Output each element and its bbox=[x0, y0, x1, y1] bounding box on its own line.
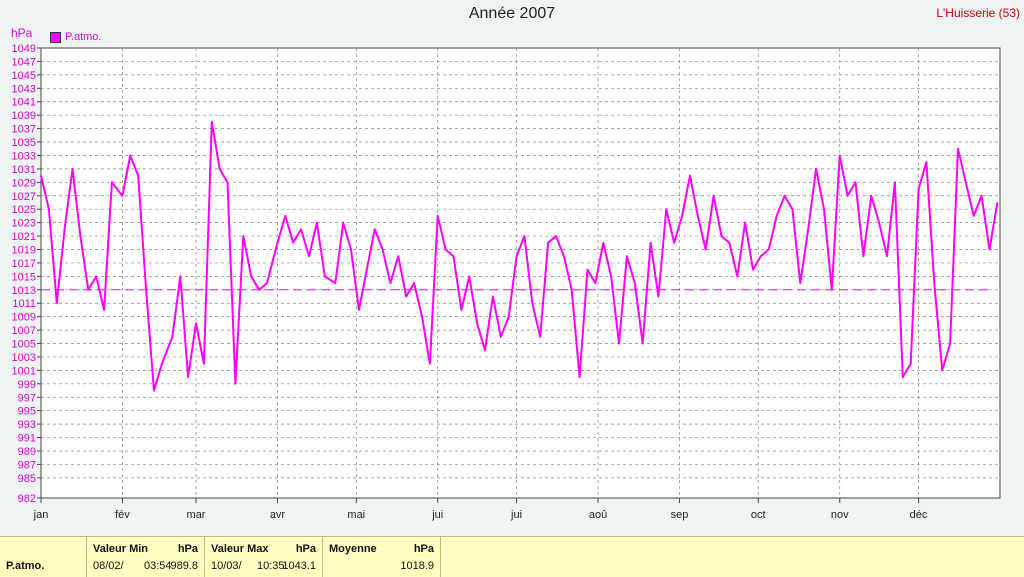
y-tick-label: 1011 bbox=[12, 298, 36, 310]
plot-area bbox=[40, 47, 1001, 499]
avg-value: 1018.9 bbox=[400, 560, 434, 572]
y-tick-label: 1013 bbox=[12, 285, 36, 297]
y-tick-label: 1003 bbox=[12, 352, 36, 364]
max-unit: hPa bbox=[295, 543, 316, 555]
x-tick-label: jui bbox=[510, 509, 522, 521]
y-tick-label: 1041 bbox=[12, 97, 36, 109]
y-tick-label: 993 bbox=[18, 419, 36, 431]
min-date: 08/02/ bbox=[93, 560, 124, 572]
x-tick-label: jan bbox=[33, 509, 49, 521]
x-tick-label: nov bbox=[831, 509, 849, 521]
y-tick-label: 982 bbox=[18, 493, 36, 505]
y-axis-unit: hPa bbox=[11, 26, 33, 40]
x-tick-label: mai bbox=[347, 509, 365, 521]
y-tick-label: 985 bbox=[18, 473, 36, 485]
max-time: 10:35 bbox=[257, 560, 285, 572]
y-tick-label: 1021 bbox=[12, 231, 36, 243]
avg-unit: hPa bbox=[413, 543, 434, 555]
y-tick-label: 1031 bbox=[12, 164, 36, 176]
y-tick-label: 1007 bbox=[12, 325, 36, 337]
max-title: Valeur Max bbox=[211, 543, 269, 555]
min-unit: hPa bbox=[177, 543, 198, 555]
y-tick-label: 1001 bbox=[12, 365, 36, 377]
chart-title: Année 2007 bbox=[468, 5, 556, 22]
x-tick-label: aoû bbox=[589, 509, 607, 521]
x-tick-label: avr bbox=[270, 509, 286, 521]
stats-series-label: P.atmo. bbox=[6, 560, 45, 572]
y-tick-label: 1049 bbox=[12, 43, 36, 55]
y-tick-label: 991 bbox=[18, 433, 36, 445]
x-tick-label: fév bbox=[115, 509, 130, 521]
y-tick-label: 1035 bbox=[12, 137, 36, 149]
y-tick-label: 1039 bbox=[12, 110, 36, 122]
y-tick-label: 995 bbox=[18, 406, 36, 418]
y-tick-label: 1033 bbox=[12, 150, 36, 162]
y-tick-label: 1005 bbox=[12, 339, 36, 351]
y-tick-label: 1047 bbox=[12, 56, 36, 68]
x-tick-label: oct bbox=[751, 509, 766, 521]
y-tick-label: 997 bbox=[18, 392, 36, 404]
y-tick-label: 1045 bbox=[12, 70, 36, 82]
stats-series-cell: P.atmo. bbox=[0, 537, 87, 577]
stats-bar: P.atmo. Valeur Min hPa 08/02/ 03:54 989.… bbox=[0, 536, 1024, 577]
station-label: L'Huisserie (53) bbox=[936, 6, 1020, 20]
legend: P.atmo. bbox=[50, 31, 102, 43]
y-tick-label: 999 bbox=[18, 379, 36, 391]
x-tick-label: déc bbox=[910, 509, 928, 521]
stats-max-cell: Valeur Max hPa 10/03/ 10:35 1043.1 bbox=[205, 537, 323, 577]
min-time: 03:54 bbox=[144, 560, 172, 572]
legend-label: P.atmo. bbox=[65, 31, 102, 43]
y-tick-label: 1037 bbox=[12, 124, 36, 136]
series-line bbox=[40, 120, 999, 392]
y-tick-label: 1025 bbox=[12, 204, 36, 216]
avg-title: Moyenne bbox=[329, 543, 377, 555]
min-value: 989.8 bbox=[170, 560, 198, 572]
x-tick-label: sep bbox=[671, 509, 689, 521]
max-value: 1043.1 bbox=[282, 560, 316, 572]
y-tick-label: 1043 bbox=[12, 83, 36, 95]
y-tick-label: 1019 bbox=[12, 244, 36, 256]
y-tick-label: 1023 bbox=[12, 218, 36, 230]
legend-swatch bbox=[50, 31, 61, 43]
y-tick-label: 1009 bbox=[12, 312, 36, 324]
y-tick-label: 989 bbox=[18, 446, 36, 458]
y-tick-label: 1017 bbox=[12, 258, 36, 270]
min-title: Valeur Min bbox=[93, 543, 149, 555]
y-tick-label: 1029 bbox=[12, 177, 36, 189]
y-tick-label: 1027 bbox=[12, 191, 36, 203]
x-axis: jan fév mar avr mai jui jui aoû sep oct nov déc bbox=[33, 498, 928, 521]
y-tick-label: 987 bbox=[18, 459, 36, 471]
series-layer bbox=[40, 120, 999, 392]
y-tick-label: 1015 bbox=[12, 271, 36, 283]
x-tick-label: jui bbox=[431, 509, 443, 521]
stats-avg-cell: Moyenne hPa 1018.9 bbox=[323, 537, 441, 577]
x-tick-label: mar bbox=[187, 509, 206, 521]
stats-min-cell: Valeur Min hPa 08/02/ 03:54 989.8 bbox=[87, 537, 205, 577]
max-date: 10/03/ bbox=[211, 560, 242, 572]
